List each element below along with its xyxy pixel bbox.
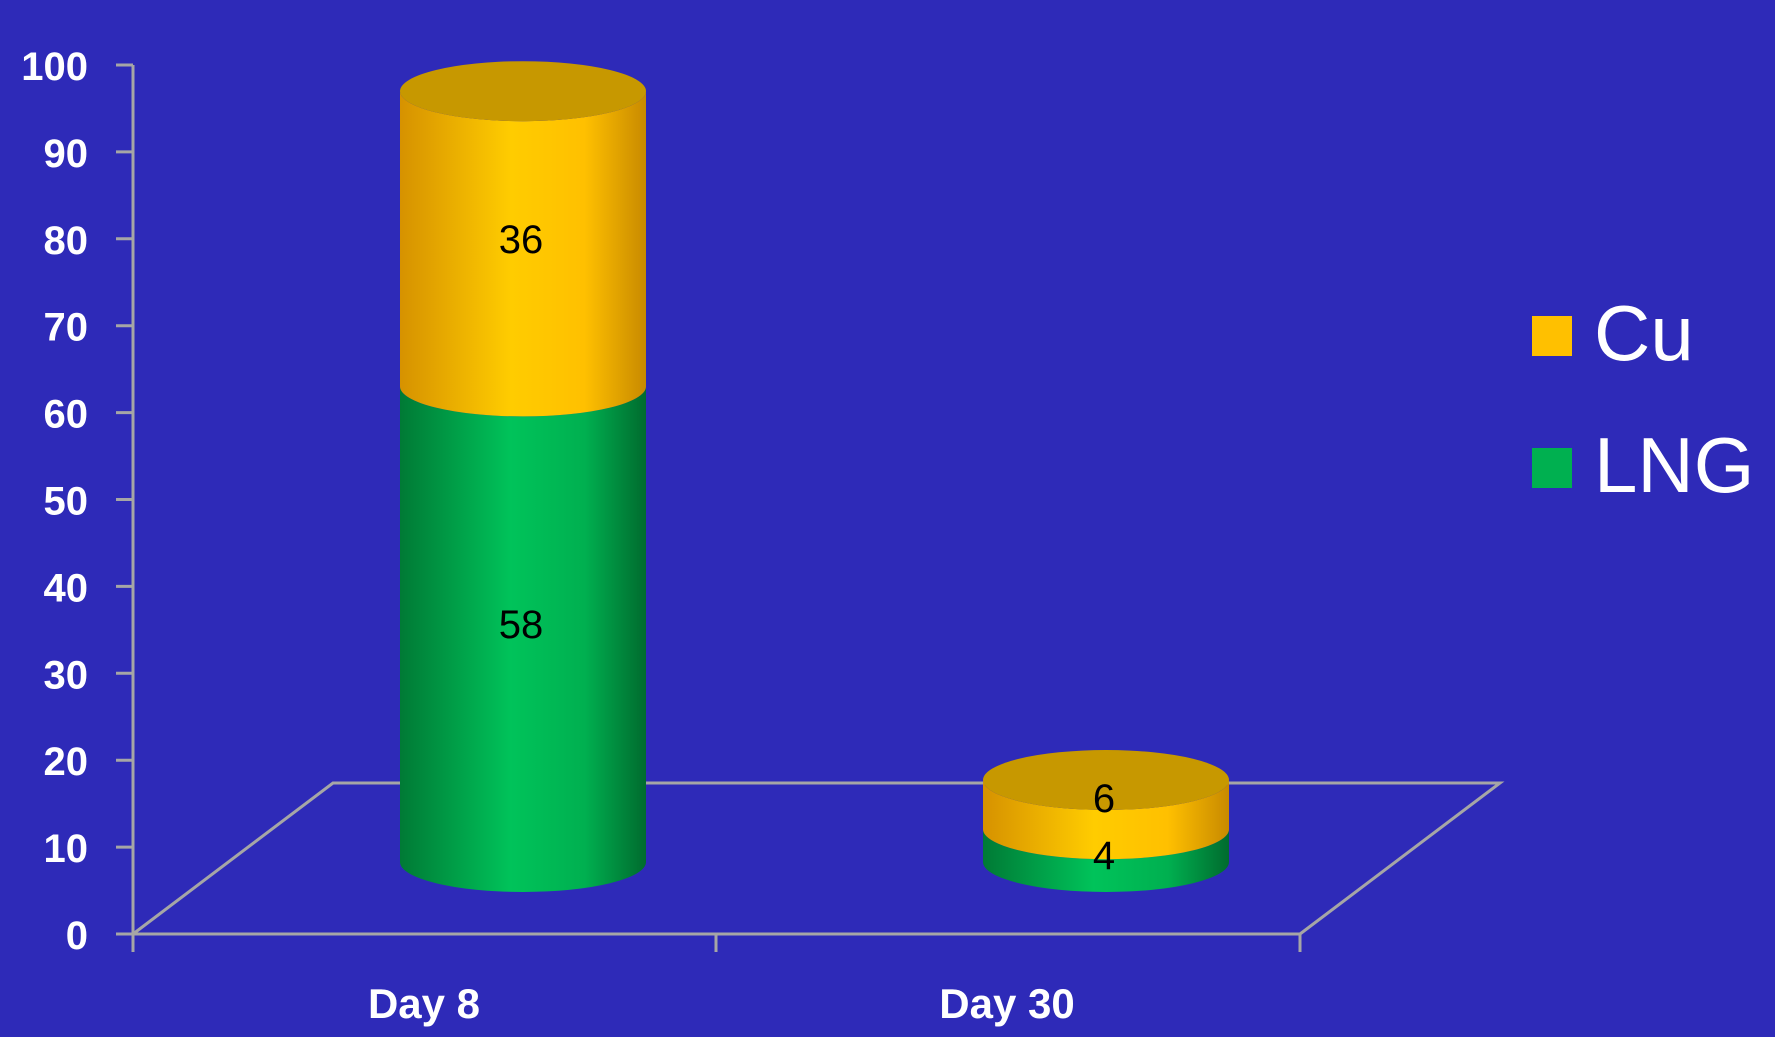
legend-swatch-lng	[1532, 448, 1572, 488]
y-tick-label: 70	[44, 306, 89, 350]
data-label-cu-day-30: 6	[1093, 777, 1115, 821]
legend: Cu LNG	[1532, 289, 1754, 509]
data-label-lng-day-30: 4	[1093, 834, 1115, 878]
bar-segment-lng-day-30	[983, 829, 1229, 892]
bar-top-cap-day-30	[983, 750, 1229, 810]
floor-outline	[132, 781, 1505, 936]
chart-floor	[132, 781, 1505, 936]
data-label-lng-day-8: 58	[499, 603, 544, 647]
x-axis: Day 8 Day 30	[131, 932, 1302, 1027]
y-tick-label: 40	[44, 566, 89, 610]
x-tick-label: Day 30	[939, 980, 1074, 1027]
bar-top-cap-day-8	[400, 61, 646, 122]
legend-label-lng: LNG	[1594, 421, 1754, 509]
y-tick-label: 50	[44, 480, 89, 524]
x-tick-label: Day 8	[368, 980, 480, 1027]
y-tick-label: 10	[44, 827, 89, 871]
y-axis: 0 10 20 30 40 50 60 70 80 90 100	[21, 45, 135, 958]
bar-segment-cu-day-8	[400, 91, 646, 417]
legend-item-cu: Cu	[1532, 289, 1694, 377]
data-label-cu-day-8: 36	[499, 218, 544, 262]
y-tick-label: 20	[44, 740, 89, 784]
y-tick-label: 0	[66, 914, 88, 958]
y-tick-label: 80	[44, 219, 89, 263]
y-tick-label: 60	[44, 393, 89, 437]
legend-label-cu: Cu	[1594, 289, 1694, 377]
legend-swatch-cu	[1532, 316, 1572, 356]
y-tick-label: 90	[44, 132, 89, 176]
bar-day-8: 58 36	[400, 61, 646, 892]
y-tick-label: 100	[21, 45, 88, 89]
legend-item-lng: LNG	[1532, 421, 1754, 509]
bar-day-30: 46	[983, 750, 1229, 892]
bar-segment-cu-day-30	[983, 780, 1229, 860]
y-tick-label: 30	[44, 653, 89, 697]
bar-segment-lng-day-8	[400, 386, 646, 892]
